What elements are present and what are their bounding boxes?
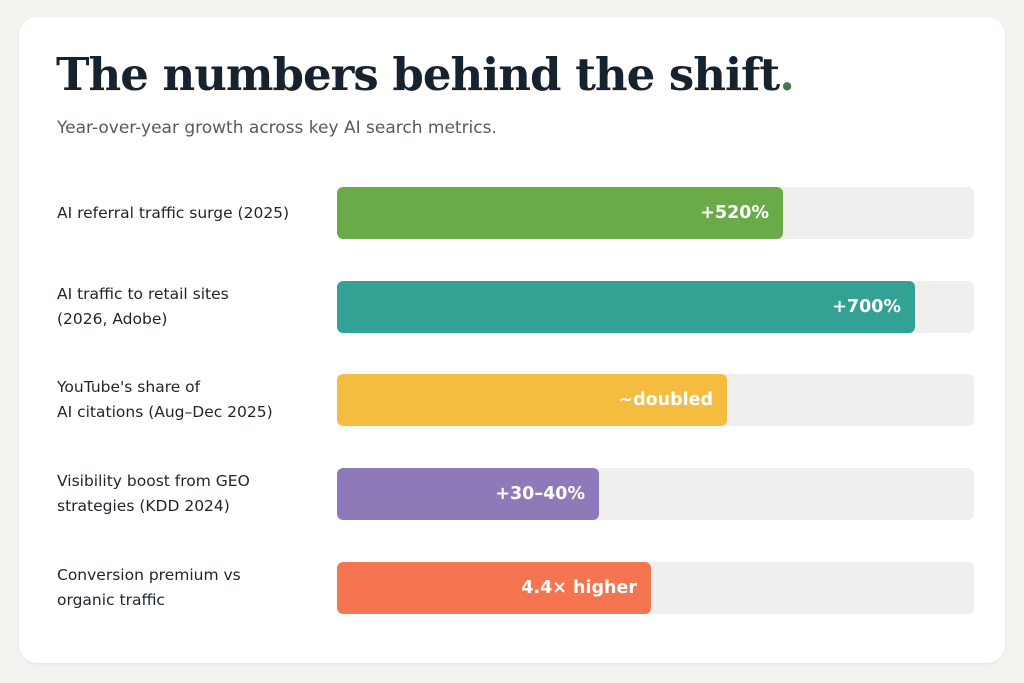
bar-row: AI traffic to retail sites (2026, Adobe)… [0, 280, 1024, 334]
bar-value-label: +30–40% [495, 484, 585, 504]
bar-value-label: 4.4× higher [521, 578, 637, 598]
page-subtitle: Year-over-year growth across key AI sear… [57, 118, 497, 138]
bar-row: YouTube's share of AI citations (Aug–Dec… [0, 373, 1024, 427]
bar-row: Visibility boost from GEO strategies (KD… [0, 467, 1024, 521]
bar-value-label: +520% [700, 203, 769, 223]
bar-value-label: ~doubled [618, 390, 713, 410]
bar-fill: +30–40% [337, 468, 599, 520]
bar-label: AI traffic to retail sites (2026, Adobe) [57, 285, 229, 328]
bar-track: +30–40% [337, 468, 974, 520]
bar-track: +520% [337, 187, 974, 239]
bar-value-label: +700% [832, 297, 901, 317]
bar-fill: +520% [337, 187, 783, 239]
title-text: The numbers behind the shift [56, 48, 780, 101]
bar-fill: ~doubled [337, 374, 727, 426]
bar-label: Visibility boost from GEO strategies (KD… [57, 472, 250, 515]
bar-label: AI referral traffic surge (2025) [57, 203, 290, 222]
bar-fill: +700% [337, 281, 915, 333]
bar-track: ~doubled [337, 374, 974, 426]
bar-fill: 4.4× higher [337, 562, 651, 614]
bar-label: YouTube's share of AI citations (Aug–Dec… [57, 378, 273, 421]
page-title: The numbers behind the shift. [56, 48, 795, 101]
bar-row: AI referral traffic surge (2025) +520% [0, 186, 1024, 240]
bar-row: Conversion premium vs organic traffic 4.4… [0, 561, 1024, 615]
chart-card [19, 17, 1005, 663]
title-dot: . [779, 48, 795, 101]
bar-label: Conversion premium vs organic traffic [57, 566, 241, 609]
bar-track: 4.4× higher [337, 562, 974, 614]
bar-track: +700% [337, 281, 974, 333]
